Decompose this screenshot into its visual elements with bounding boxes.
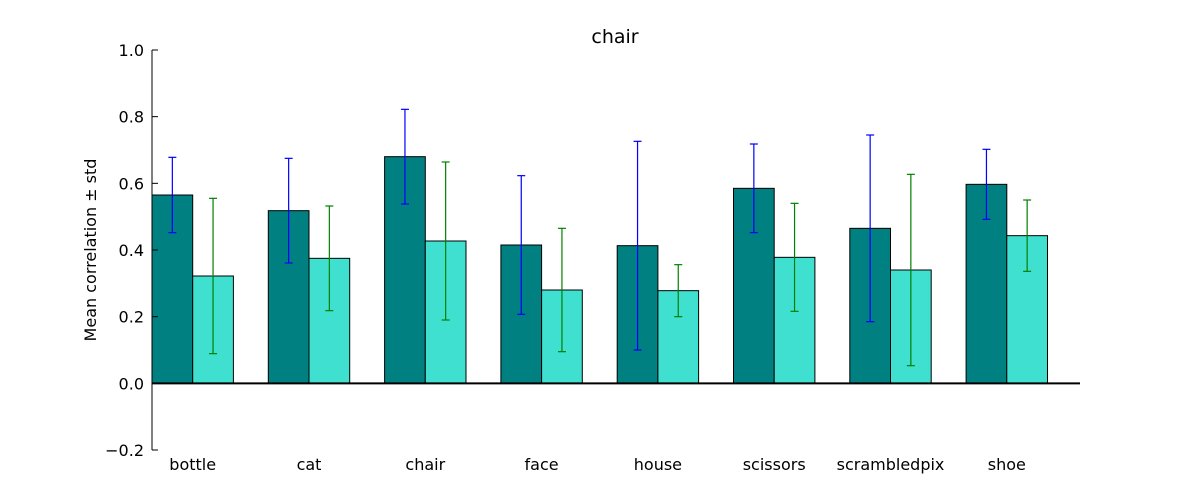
y-tick-labels: −0.2 0.0 0.2 0.4 0.6 0.8 1.0: [105, 41, 144, 460]
x-tick-label-scrambledpix: scrambledpix: [837, 455, 945, 474]
y-tick-label: 0.8: [119, 108, 144, 127]
y-tick-label: 0.2: [119, 308, 144, 327]
x-tick-label-cat: cat: [297, 455, 322, 474]
chart-title: chair: [591, 26, 638, 48]
x-tick-label-scissors: scissors: [743, 455, 806, 474]
y-axis-label: Mean correlation ± std: [81, 159, 100, 342]
y-tick-label: 1.0: [119, 41, 144, 60]
axes-layer: [151, 49, 1080, 451]
y-tick-label: −0.2: [105, 441, 144, 460]
bars-layer: [151, 156, 1048, 384]
x-tick-label-face: face: [525, 455, 559, 474]
x-tick-label-bottle: bottle: [169, 455, 216, 474]
x-tick-label-chair: chair: [405, 455, 445, 474]
y-tick-label: 0.6: [119, 174, 144, 193]
bar-cat-series-2: [308, 257, 351, 384]
x-tick-label-shoe: shoe: [988, 455, 1026, 474]
error-bars-layer: [168, 108, 1032, 367]
x-tick-labels: bottle cat chair face house scissors scrambled…: [169, 455, 1026, 474]
x-tick-label-house: house: [634, 455, 682, 474]
y-tick-label: 0.4: [119, 241, 144, 260]
y-tick-label: 0.0: [119, 374, 144, 393]
